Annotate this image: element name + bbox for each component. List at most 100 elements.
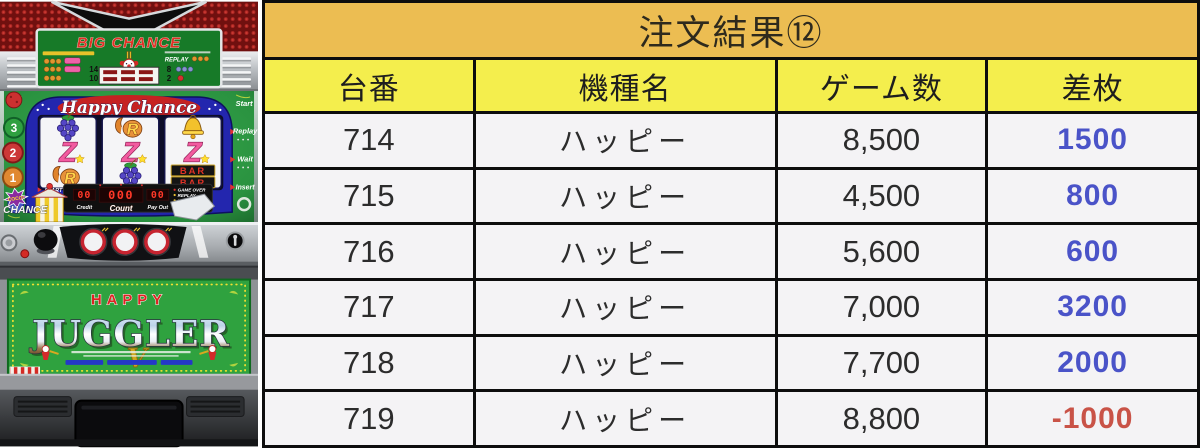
game-count: 4,500 <box>778 169 989 223</box>
pay-10: 10 <box>89 74 98 83</box>
photo-table-gap <box>258 0 262 448</box>
big-chance-panel: BIG CHANCE II 14 10 <box>35 28 223 89</box>
svg-text:00: 00 <box>151 190 165 201</box>
col-header-model-name: 機種名 <box>476 60 778 111</box>
spin-buttons <box>79 227 173 257</box>
machine-number: 716 <box>265 225 476 279</box>
machine-number: 719 <box>265 392 476 446</box>
red-balloon-icon <box>5 91 23 109</box>
model-name: ハッピー <box>476 169 778 223</box>
control-panel <box>0 222 258 266</box>
table-row: 718 ハッピー 7,700 2000 <box>265 336 1197 393</box>
pay-14: 14 <box>89 65 98 74</box>
table-row: 716 ハッピー 5,600 600 <box>265 225 1197 282</box>
table-row: 714 ハッピー 8,500 1500 <box>265 114 1197 170</box>
big-chance-title: BIG CHANCE <box>77 35 181 51</box>
table-row: 719 ハッピー 8,800 -1000 <box>265 392 1197 446</box>
label-insert: Insert <box>236 184 256 191</box>
bet-3-button <box>2 116 25 139</box>
model-name: ハッピー <box>476 281 778 334</box>
reel-window <box>37 111 224 191</box>
machine-base <box>0 373 258 448</box>
speaker-grille-right <box>186 396 245 418</box>
spin-button-1 <box>79 227 109 257</box>
pay-8: 8 <box>167 65 172 74</box>
payout-label: Pay Out <box>147 205 168 211</box>
title-ribbon <box>57 95 201 121</box>
svg-text:3: 3 <box>11 121 18 135</box>
big-chance-ii: II <box>126 50 132 61</box>
order-results-table: 注文結果⑫ 台番 機種名 ゲーム数 差枚 714 ハッピー 8,500 1500… <box>262 0 1200 448</box>
happy-label: HAPPY <box>91 292 167 308</box>
payout-display <box>146 188 170 201</box>
svg-text:REPLAY: REPLAY <box>178 193 197 198</box>
game-count: 8,500 <box>778 114 989 167</box>
coin-chute-icon <box>170 193 216 221</box>
machine-number: 717 <box>265 281 476 334</box>
payout-knob <box>33 228 58 255</box>
pay-2: 2 <box>167 74 172 83</box>
game-count: 7,700 <box>778 336 989 390</box>
label-start: Start <box>236 99 253 108</box>
slot-machine-photo: Z R BAR <box>0 0 258 448</box>
credit-label: Credit <box>76 205 92 211</box>
machine-number: 714 <box>265 114 476 167</box>
diff-value: -1000 <box>1051 401 1134 435</box>
speaker-grille-left <box>13 396 72 418</box>
col-header-diff: 差枚 <box>1061 72 1124 106</box>
v-label: V <box>127 344 150 374</box>
paytable-left: 14 10 <box>43 57 99 83</box>
diff-value: 3200 <box>1057 290 1128 324</box>
col-header-machine-number: 台番 <box>265 60 476 111</box>
striped-tag <box>9 366 40 376</box>
svg-text:1: 1 <box>10 171 17 185</box>
paytable-heading-strip <box>42 51 95 56</box>
svg-text:JUGGLER: JUGGLER <box>31 316 232 358</box>
clown-right-icon <box>199 345 217 360</box>
model-name: ハッピー <box>476 225 778 279</box>
table-body: 714 ハッピー 8,500 1500 715 ハッピー 4,500 800 7… <box>265 114 1197 446</box>
svg-text:000: 000 <box>108 188 134 202</box>
juggler-panel: HAPPY JUGGLER JUGGLER V <box>6 278 252 377</box>
spin-button-3 <box>142 227 173 257</box>
col-header-game-count: ゲーム数 <box>778 60 989 111</box>
model-name: ハッピー <box>476 114 778 167</box>
bet-2-button <box>1 141 24 164</box>
svg-text:00: 00 <box>77 190 91 201</box>
chance-label: CHANCE <box>3 205 49 216</box>
happy-chance-title: Happy Chance <box>60 97 197 117</box>
coco-burst: COCO! <box>2 187 29 209</box>
model-name: ハッピー <box>476 336 778 390</box>
svg-text:2: 2 <box>10 146 17 160</box>
bet-buttons: 3 2 1 <box>1 91 25 214</box>
play-field: Happy Chance <box>0 91 258 223</box>
key-lock <box>225 231 245 251</box>
circus-tent-icon <box>31 183 68 223</box>
diff-value: 600 <box>1066 234 1120 268</box>
count-label: Count <box>110 204 133 213</box>
red-button <box>20 249 30 259</box>
bet-1-button <box>1 166 24 189</box>
slot-machine-illustration: Z R BAR <box>0 0 258 448</box>
game-count: 5,600 <box>778 225 989 279</box>
game-count: 8,800 <box>778 392 989 446</box>
strawberry-icon <box>177 72 185 82</box>
table-row: 715 ハッピー 4,500 800 <box>265 169 1197 226</box>
zero-ring-icon <box>236 196 252 212</box>
paytable-replay-label: REPLAY <box>165 57 190 63</box>
game-count: 7,000 <box>778 281 989 334</box>
svg-text:COCO!: COCO! <box>7 195 25 203</box>
table-row: 717 ハッピー 7,000 3200 <box>265 281 1197 337</box>
machine-number: 718 <box>265 336 476 390</box>
svg-text:GAME OVER: GAME OVER <box>178 188 207 193</box>
blue-tagline <box>65 359 193 365</box>
side-labels: Start Replay Wait Insert <box>230 99 258 212</box>
title-deco-dots <box>36 103 222 112</box>
mid-strip <box>0 265 258 280</box>
clown-left-icon <box>41 345 59 360</box>
model-name: ハッピー <box>476 392 778 446</box>
label-wait: Wait <box>237 154 253 163</box>
credit-display <box>73 188 96 201</box>
paytable-right: REPLAY 8 2 <box>165 51 211 83</box>
